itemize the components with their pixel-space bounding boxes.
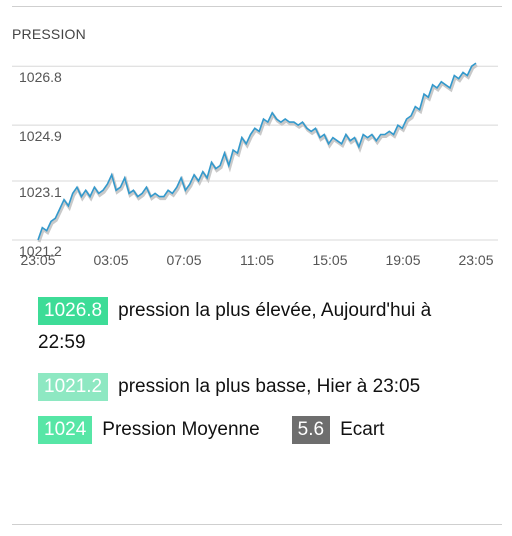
pressure-line-shadow [37, 63, 478, 243]
min-pressure-stat: 1021.2 pression la plus basse, Hier à 23:… [38, 371, 478, 403]
max-pressure-text: pression la plus élevée, Aujourd'hui à 2… [38, 300, 432, 353]
section-title: PRESSION [12, 26, 86, 42]
x-tick-labels: 23:05 03:05 07:05 11:05 15:05 19:05 23:05 [20, 252, 493, 268]
y-tick-label: 1024.9 [19, 128, 62, 144]
min-pressure-text: pression la plus basse, Hier à 23:05 [118, 376, 421, 397]
y-tick-label: 1026.8 [19, 69, 62, 85]
x-tick-label: 23:05 [458, 252, 493, 268]
max-pressure-stat: 1026.8 pression la plus élevée, Aujourd'h… [38, 295, 478, 359]
pressure-range-text: Ecart [340, 419, 385, 440]
chart-grid [12, 65, 498, 241]
pressure-range-badge: 5.6 [291, 416, 331, 444]
avg-pressure-text: Pression Moyenne [102, 419, 260, 440]
x-tick-label: 03:05 [93, 252, 128, 268]
y-tick-label: 1021.2 [19, 243, 62, 259]
y-tick-labels: 1026.8 1024.9 1023.1 1021.2 [19, 69, 62, 259]
pressure-series-line [37, 62, 477, 241]
pressure-line-chart: 1026.8 1024.9 1023.1 1021.2 23:05 03:05 07:05… [12, 62, 498, 268]
max-pressure-badge: 1026.8 [38, 297, 109, 325]
y-tick-label: 1023.1 [19, 184, 62, 200]
avg-pressure-badge: 1024 [38, 416, 93, 444]
x-tick-label: 15:05 [312, 252, 347, 268]
top-divider [12, 6, 502, 7]
x-tick-label: 11:05 [240, 252, 274, 268]
x-tick-label: 23:05 [20, 252, 55, 268]
avg-pressure-stat: 1024 Pression Moyenne 5.6 Ecart [38, 414, 478, 446]
min-pressure-badge: 1021.2 [38, 373, 109, 401]
x-tick-label: 07:05 [166, 252, 201, 268]
x-tick-label: 19:05 [385, 252, 420, 268]
bottom-divider [12, 524, 502, 525]
